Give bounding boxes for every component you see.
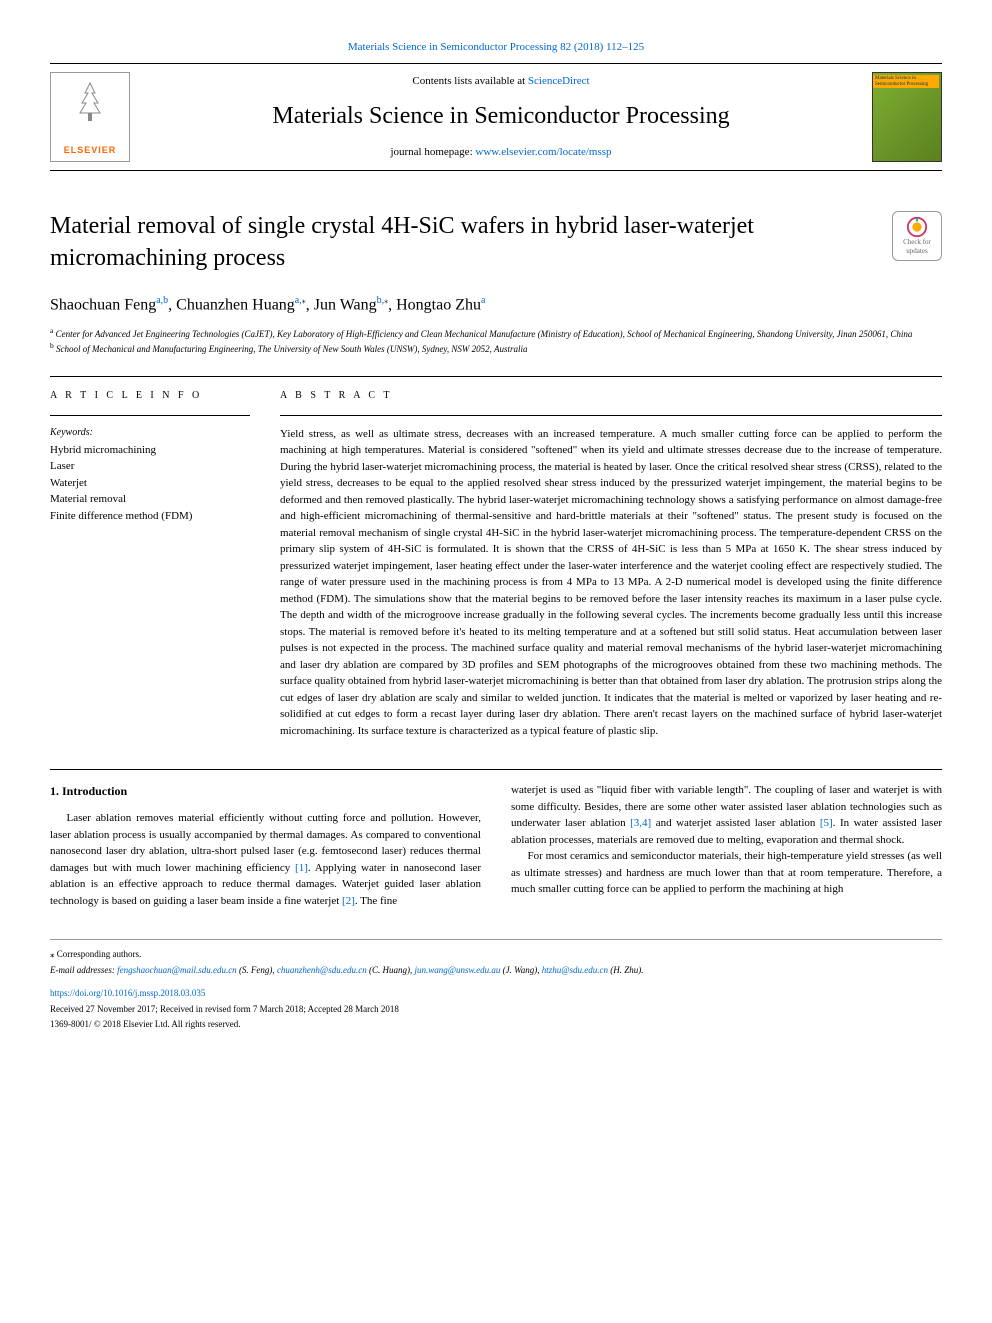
affiliations: a Center for Advanced Jet Engineering Te…: [50, 326, 942, 355]
abstract-label: A B S T R A C T: [280, 389, 942, 403]
body-para-2: waterjet is used as "liquid fiber with v…: [511, 782, 942, 848]
homepage-line: journal homepage: www.elsevier.com/locat…: [150, 145, 852, 160]
journal-title: Materials Science in Semiconductor Proce…: [150, 100, 852, 134]
elsevier-logo: ELSEVIER: [50, 72, 130, 162]
masthead-center: Contents lists available at ScienceDirec…: [150, 74, 852, 160]
header-citation: Materials Science in Semiconductor Proce…: [50, 40, 942, 55]
contents-prefix: Contents lists available at: [412, 75, 527, 87]
email-link[interactable]: jun.wang@unsw.edu.au: [414, 965, 500, 975]
section-heading: 1. Introduction: [50, 782, 481, 800]
affiliation-a: a Center for Advanced Jet Engineering Te…: [50, 326, 942, 341]
ref-link[interactable]: [1]: [295, 862, 308, 874]
info-abstract-row: A R T I C L E I N F O Keywords: Hybrid m…: [50, 389, 942, 740]
abstract-divider: [280, 415, 942, 416]
ref-link[interactable]: [5]: [820, 817, 833, 829]
doi: https://doi.org/10.1016/j.mssp.2018.03.0…: [50, 987, 942, 1001]
updates-line1: Check for: [903, 238, 931, 248]
email-link[interactable]: fengshaochuan@mail.sdu.edu.cn: [117, 965, 237, 975]
masthead: ELSEVIER Contents lists available at Sci…: [50, 63, 942, 171]
footer: ⁎ Corresponding authors. E-mail addresse…: [50, 939, 942, 1032]
email-link[interactable]: chuanzhenh@sdu.edu.cn: [277, 965, 367, 975]
elsevier-text: ELSEVIER: [64, 144, 117, 157]
article-header: Material removal of single crystal 4H-Si…: [50, 211, 942, 273]
body-section: 1. Introduction Laser ablation removes m…: [50, 782, 942, 909]
abstract-text: Yield stress, as well as ultimate stress…: [280, 426, 942, 740]
elsevier-tree-icon: [70, 78, 110, 140]
info-divider: [50, 415, 250, 416]
email-link[interactable]: htzhu@sdu.edu.cn: [542, 965, 608, 975]
contents-line: Contents lists available at ScienceDirec…: [150, 74, 852, 89]
copyright: 1369-8001/ © 2018 Elsevier Ltd. All righ…: [50, 1018, 942, 1032]
body-para-1: Laser ablation removes material efficien…: [50, 810, 481, 909]
article-info-label: A R T I C L E I N F O: [50, 389, 250, 403]
check-updates-badge[interactable]: Check for updates: [892, 211, 942, 261]
homepage-prefix: journal homepage:: [390, 146, 475, 158]
email-addresses: E-mail addresses: fengshaochuan@mail.sdu…: [50, 964, 942, 978]
sciencedirect-link[interactable]: ScienceDirect: [528, 75, 590, 87]
affiliation-b: b School of Mechanical and Manufacturing…: [50, 341, 942, 356]
citation-link[interactable]: Materials Science in Semiconductor Proce…: [348, 41, 644, 53]
divider-bottom: [50, 769, 942, 770]
cover-label: Materials Science in Semiconductor Proce…: [873, 75, 939, 88]
body-para-3: For most ceramics and semiconductor mate…: [511, 848, 942, 898]
keywords-label: Keywords:: [50, 426, 250, 440]
journal-cover-thumb: Materials Science in Semiconductor Proce…: [872, 72, 942, 162]
ref-link[interactable]: [2]: [342, 895, 355, 907]
received-dates: Received 27 November 2017; Received in r…: [50, 1003, 942, 1017]
homepage-link[interactable]: www.elsevier.com/locate/mssp: [475, 146, 611, 158]
ref-link[interactable]: [3,4]: [630, 817, 651, 829]
keywords-list: Hybrid micromachiningLaserWaterjetMateri…: [50, 442, 250, 525]
divider: [50, 376, 942, 377]
abstract-column: A B S T R A C T Yield stress, as well as…: [280, 389, 942, 740]
updates-line2: updates: [906, 247, 927, 257]
corresponding-authors: ⁎ Corresponding authors.: [50, 948, 942, 962]
article-info: A R T I C L E I N F O Keywords: Hybrid m…: [50, 389, 250, 740]
updates-icon: [906, 216, 928, 238]
article-title: Material removal of single crystal 4H-Si…: [50, 211, 892, 273]
authors: Shaochuan Fenga,b, Chuanzhen Huanga,⁎, J…: [50, 294, 942, 317]
doi-link[interactable]: https://doi.org/10.1016/j.mssp.2018.03.0…: [50, 988, 205, 998]
